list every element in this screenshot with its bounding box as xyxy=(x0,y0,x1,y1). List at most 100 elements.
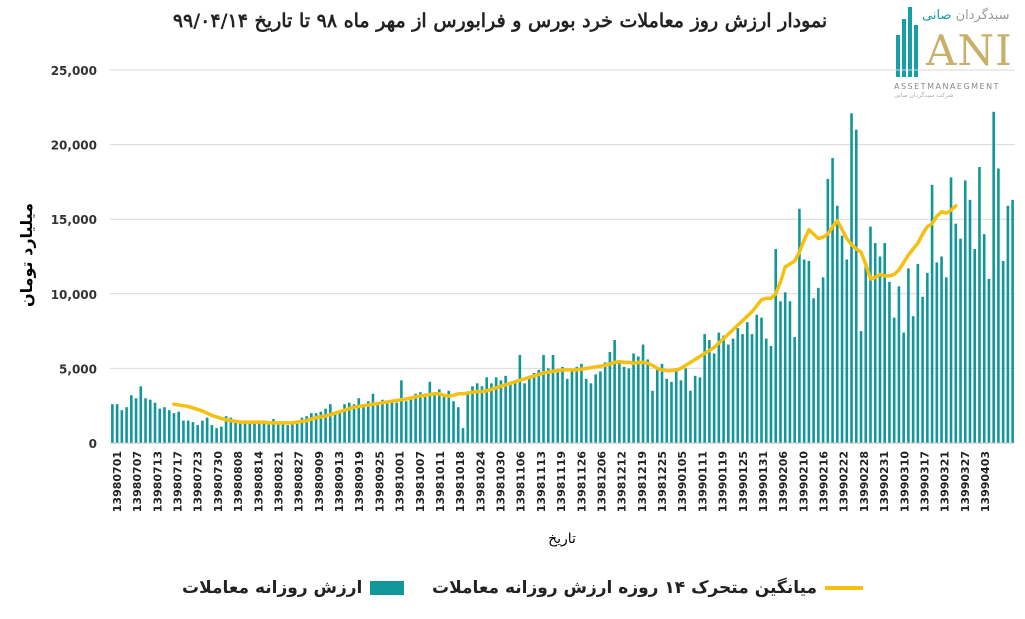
bar xyxy=(963,180,967,443)
bar xyxy=(324,408,327,443)
x-tick-label: 13990403 xyxy=(979,451,992,512)
legend-line-label: میانگین متحرک ۱۴ روزه ارزش روزانه معاملا… xyxy=(432,578,818,598)
bar xyxy=(793,337,796,443)
bar xyxy=(220,426,223,443)
bar xyxy=(513,381,517,443)
bar xyxy=(940,256,943,443)
y-tick-label: 0 xyxy=(89,437,97,451)
x-tick-label: 13980814 xyxy=(252,451,265,513)
bar xyxy=(262,420,266,443)
bar xyxy=(935,262,939,443)
bar xyxy=(850,113,853,443)
bar xyxy=(741,334,744,443)
bar xyxy=(637,356,640,443)
bar xyxy=(575,366,579,443)
y-axis-ticks: 0 5,000 10,000 15,000 20,000 25,000 xyxy=(51,64,97,451)
bar xyxy=(305,416,308,443)
bar xyxy=(238,422,242,443)
bar xyxy=(788,301,792,443)
bar xyxy=(172,413,176,443)
legend-bars-label: ارزش روزانه معاملات xyxy=(182,578,363,598)
bar xyxy=(618,360,621,443)
bar xyxy=(300,417,304,443)
bar xyxy=(423,393,427,443)
bar xyxy=(130,395,133,443)
bar xyxy=(641,344,645,443)
bar xyxy=(499,380,503,443)
bar xyxy=(205,417,209,443)
bar xyxy=(703,334,706,443)
bar xyxy=(589,383,593,443)
bar xyxy=(632,353,635,443)
bar xyxy=(831,158,834,443)
x-tick-label: 13990317 xyxy=(918,451,931,512)
bar xyxy=(182,420,185,443)
bar xyxy=(570,371,574,443)
y-tick-label: 10,000 xyxy=(51,288,97,302)
bar xyxy=(542,354,545,443)
x-tick-label: 13981018 xyxy=(454,451,467,512)
bar xyxy=(191,422,195,443)
bar xyxy=(556,371,560,443)
y-tick-label: 20,000 xyxy=(51,139,97,153)
bar xyxy=(736,328,740,443)
bar xyxy=(381,399,384,443)
bar xyxy=(1001,260,1005,443)
bar xyxy=(215,428,218,443)
bar xyxy=(627,368,631,443)
bar xyxy=(125,407,128,443)
bar xyxy=(196,425,199,443)
bar xyxy=(997,168,1000,444)
bar xyxy=(731,338,735,443)
bar xyxy=(257,420,261,443)
bar xyxy=(267,422,271,443)
bar xyxy=(869,226,872,443)
bar xyxy=(371,393,375,443)
bar xyxy=(665,378,669,443)
bar xyxy=(532,372,536,443)
bar xyxy=(769,346,773,443)
bar xyxy=(698,377,702,443)
logo-bar xyxy=(902,19,906,77)
bar xyxy=(859,331,863,443)
logo-subtitle: ASSETMANAEGMENT xyxy=(894,82,1000,91)
y-tick-label: 25,000 xyxy=(51,64,97,78)
bar xyxy=(224,416,228,443)
x-tick-label: 13980913 xyxy=(333,451,346,512)
x-axis-label: تاریخ xyxy=(548,531,576,547)
bar xyxy=(684,368,687,443)
x-tick-label: 13980713 xyxy=(151,451,164,512)
bar xyxy=(518,354,522,443)
bar xyxy=(480,386,484,443)
bar xyxy=(347,402,351,443)
bar xyxy=(248,420,252,443)
bar xyxy=(419,392,422,443)
x-tick-label: 13990231 xyxy=(878,451,891,512)
bar xyxy=(528,375,531,443)
bar xyxy=(561,366,564,443)
bar xyxy=(167,410,171,443)
bar xyxy=(414,393,417,443)
logo-brand-en: ANI xyxy=(926,26,1013,75)
x-tick-label: 13990111 xyxy=(696,451,709,512)
bar xyxy=(930,184,934,443)
bar xyxy=(802,259,806,443)
bar xyxy=(599,371,602,443)
moving-average-series xyxy=(172,204,958,425)
bar xyxy=(158,408,162,443)
bar xyxy=(338,410,342,443)
bar xyxy=(873,243,877,443)
bar xyxy=(959,238,962,443)
bar xyxy=(456,407,460,443)
bar xyxy=(490,383,493,443)
x-tick-label: 13990206 xyxy=(777,451,790,513)
x-tick-label: 13990119 xyxy=(717,451,730,512)
bar xyxy=(310,413,313,443)
bar xyxy=(395,402,398,443)
bar xyxy=(253,423,256,443)
x-tick-label: 13990131 xyxy=(757,451,770,512)
bar xyxy=(485,377,488,443)
bar xyxy=(708,340,711,443)
bar xyxy=(234,420,237,443)
bar xyxy=(565,378,569,443)
